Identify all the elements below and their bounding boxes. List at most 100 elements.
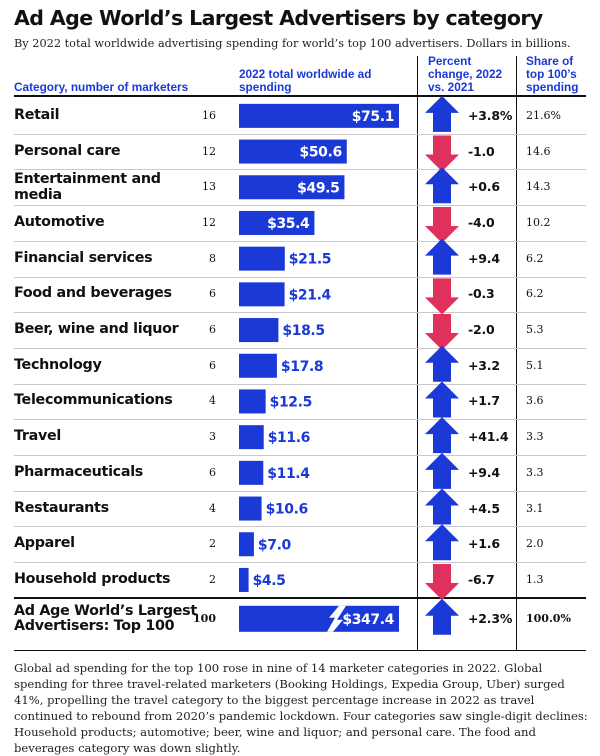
spending-share: 5.3 bbox=[526, 323, 544, 337]
percent-change: +1.7 bbox=[468, 393, 500, 409]
spend-bar bbox=[239, 567, 249, 592]
spend-label: $11.6 bbox=[268, 430, 310, 446]
percent-change: -1.0 bbox=[468, 143, 495, 159]
total-spending-share: 100.0% bbox=[526, 611, 571, 625]
spend-label: $21.4 bbox=[289, 287, 332, 303]
chart-graphics: $75.1 $50.6 $49.5 $35.4 $21.5 $21.4 $18.5 $17.8… bbox=[239, 95, 459, 635]
percent-change: +3.2 bbox=[468, 357, 500, 373]
spend-bar bbox=[239, 103, 399, 128]
up-arrow-icon bbox=[425, 381, 459, 418]
spend-bar bbox=[239, 246, 285, 271]
spending-share: 3.6 bbox=[526, 394, 544, 408]
down-arrow-icon bbox=[425, 135, 459, 172]
marketer-count: 12 bbox=[202, 144, 216, 158]
spending-share: 3.3 bbox=[526, 430, 544, 444]
chart-subtitle: By 2022 total worldwide advertising spen… bbox=[14, 37, 571, 50]
total-marketer-count: 100 bbox=[193, 611, 216, 625]
spend-bar bbox=[239, 353, 277, 378]
percent-change: +4.5 bbox=[468, 500, 500, 516]
spend-bar bbox=[239, 389, 266, 414]
percent-change: -0.3 bbox=[468, 286, 495, 302]
down-arrow-icon bbox=[425, 278, 459, 315]
spending-share: 6.2 bbox=[526, 251, 544, 265]
category-label: Automotive bbox=[14, 213, 105, 230]
spend-bar bbox=[239, 282, 285, 307]
spending-share: 6.2 bbox=[526, 287, 544, 301]
category-label: Telecommunications bbox=[14, 392, 173, 409]
percent-change: +3.8% bbox=[468, 107, 513, 123]
category-label: Apparel bbox=[14, 535, 75, 552]
spend-label: $7.0 bbox=[258, 537, 292, 553]
chart-title: Ad Age World’s Largest Advertisers by ca… bbox=[14, 6, 543, 30]
category-label: Retail bbox=[14, 106, 60, 123]
up-arrow-icon bbox=[425, 238, 459, 275]
down-arrow-icon bbox=[425, 314, 459, 351]
footnote: Global ad spending for the top 100 rose … bbox=[14, 661, 588, 755]
marketer-count: 13 bbox=[202, 180, 216, 194]
spend-bar bbox=[239, 210, 315, 235]
percent-change: +9.4 bbox=[468, 250, 500, 266]
percent-change: -4.0 bbox=[468, 214, 495, 230]
spending-share: 2.0 bbox=[526, 537, 544, 551]
row-divider bbox=[14, 205, 586, 207]
column-divider-left bbox=[417, 56, 418, 650]
category-label: Financial services bbox=[14, 249, 153, 266]
spend-label: $35.4 bbox=[267, 216, 310, 232]
total-spend-label: $347.4 bbox=[342, 612, 394, 628]
spend-bar bbox=[239, 175, 345, 200]
spend-label: $50.6 bbox=[300, 145, 342, 161]
spending-share: 14.3 bbox=[526, 180, 551, 194]
row-divider bbox=[14, 490, 586, 492]
marketer-count: 6 bbox=[209, 358, 216, 372]
marketer-count: 3 bbox=[209, 430, 216, 444]
marketer-count: 6 bbox=[209, 323, 216, 337]
row-divider bbox=[14, 240, 586, 242]
category-label: Food and beverages bbox=[14, 285, 172, 302]
spend-label: $21.5 bbox=[289, 252, 331, 268]
row-divider bbox=[14, 419, 586, 421]
row-divider bbox=[14, 133, 586, 135]
header-rule bbox=[14, 95, 586, 97]
category-label: Personal care bbox=[14, 142, 121, 159]
spending-share: 3.3 bbox=[526, 465, 544, 479]
row-divider bbox=[14, 276, 586, 278]
spend-bar bbox=[239, 425, 264, 450]
category-label: Travel bbox=[14, 428, 61, 445]
category-label: Pharmaceuticals bbox=[14, 463, 144, 480]
up-arrow-icon bbox=[425, 417, 459, 454]
marketer-count: 6 bbox=[209, 287, 216, 301]
total-rule bbox=[14, 596, 586, 599]
up-arrow-icon bbox=[425, 488, 459, 525]
row-divider bbox=[14, 169, 586, 171]
total-percent-change: +2.3% bbox=[468, 610, 513, 626]
up-arrow-icon bbox=[425, 167, 459, 204]
marketer-count: 16 bbox=[202, 108, 216, 122]
marketer-count: 2 bbox=[209, 572, 216, 586]
marketer-count: 6 bbox=[209, 465, 216, 479]
spending-share: 10.2 bbox=[526, 215, 551, 229]
row-divider bbox=[14, 383, 586, 385]
up-arrow-icon bbox=[425, 524, 459, 561]
spending-share: 5.1 bbox=[526, 358, 544, 372]
header-category: Category, number of marketers bbox=[14, 80, 189, 94]
category-label: Beer, wine and liquor bbox=[14, 321, 179, 338]
percent-change: +1.6 bbox=[468, 536, 500, 552]
marketer-count: 2 bbox=[209, 537, 216, 551]
marketer-count: 12 bbox=[202, 215, 216, 229]
spend-label: $11.4 bbox=[267, 466, 310, 482]
up-arrow-icon bbox=[425, 345, 459, 382]
row-divider bbox=[14, 526, 586, 528]
category-label: Technology bbox=[14, 356, 102, 373]
spend-bar bbox=[239, 139, 347, 164]
spend-label: $4.5 bbox=[253, 573, 286, 589]
axis-break-icon bbox=[327, 605, 346, 632]
header-spending: 2022 total worldwide ad spending bbox=[239, 67, 372, 94]
spend-label: $17.8 bbox=[281, 359, 323, 375]
category-label: Household products bbox=[14, 570, 171, 587]
down-arrow-icon bbox=[425, 206, 459, 243]
spending-share: 21.6% bbox=[526, 108, 561, 122]
up-arrow-icon bbox=[425, 598, 459, 635]
row-divider bbox=[14, 347, 586, 349]
spend-bar bbox=[239, 496, 262, 521]
marketer-count: 8 bbox=[209, 251, 216, 265]
